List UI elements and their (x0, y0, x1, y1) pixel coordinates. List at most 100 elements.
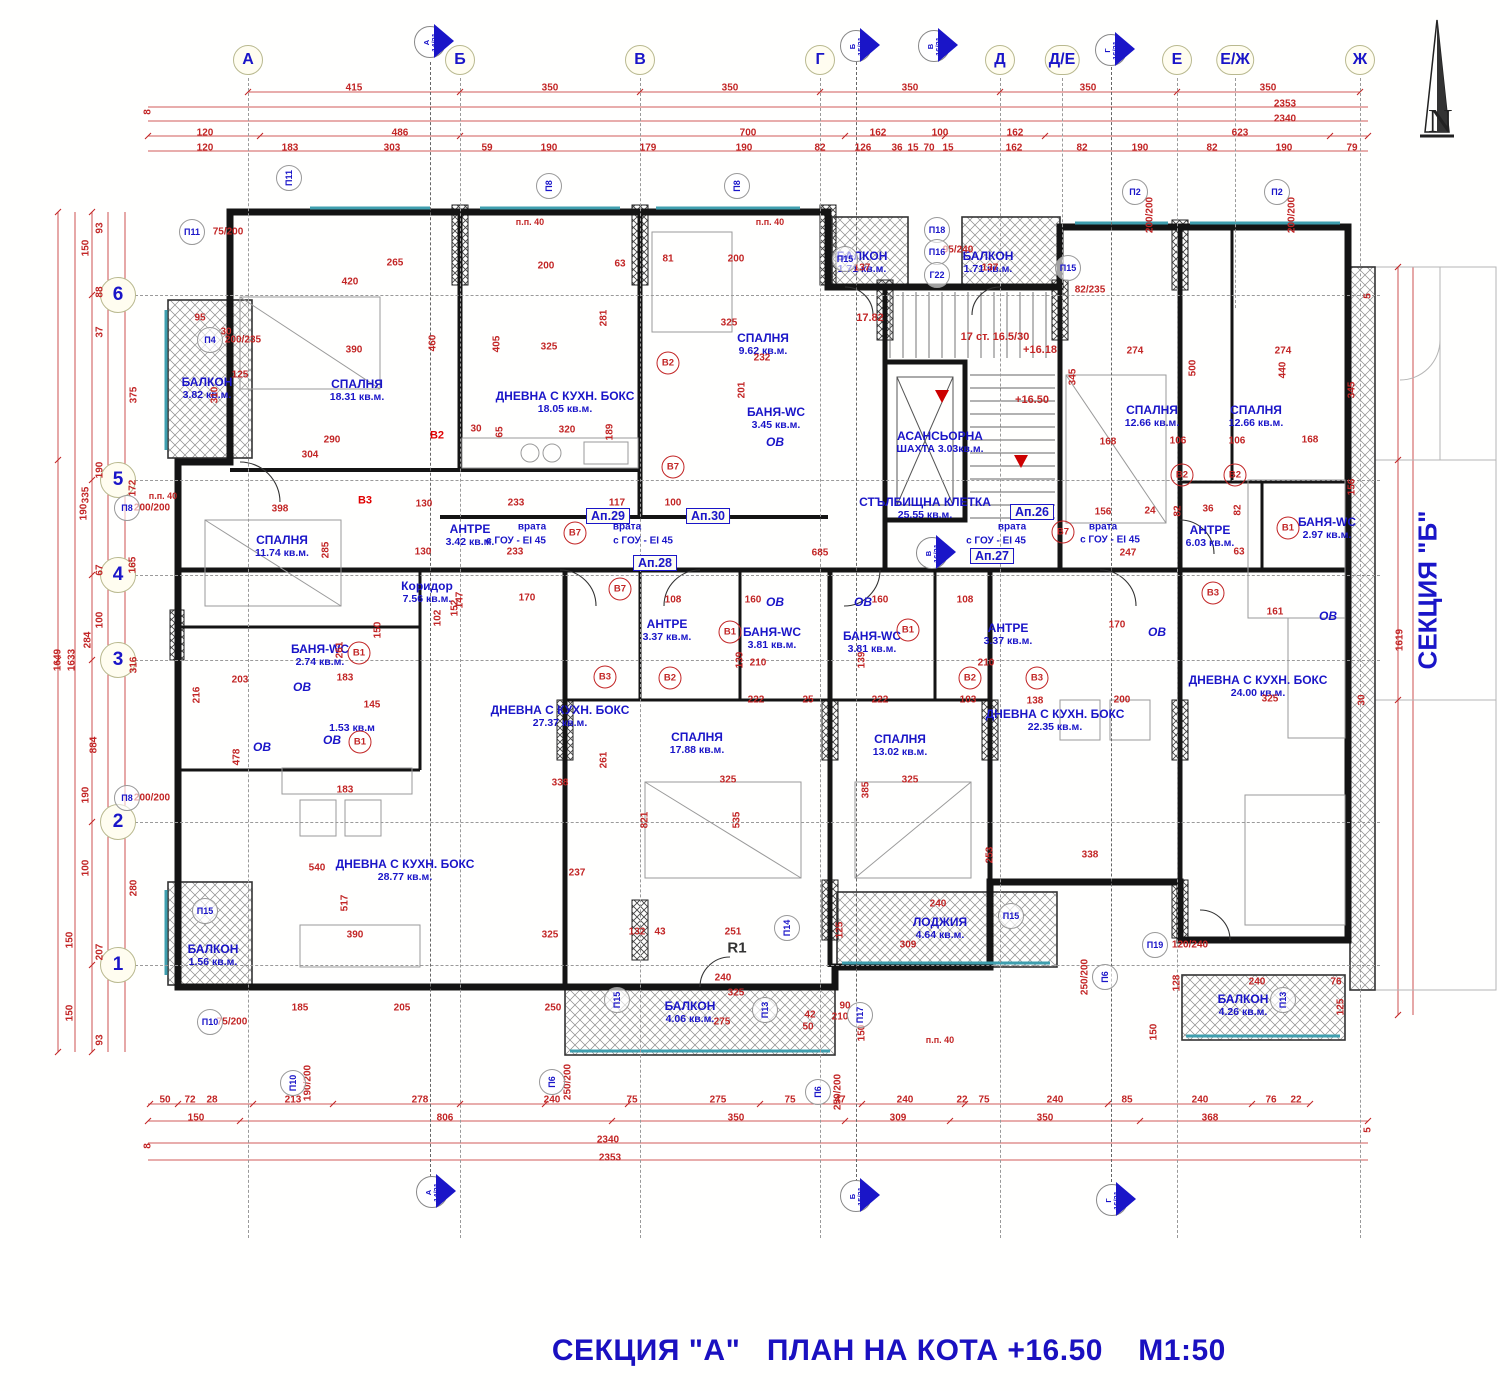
room-name: БАЛКОН (664, 999, 716, 1013)
dimension-text: 200 (537, 260, 555, 272)
dimension-text: 540 (308, 862, 326, 874)
north-arrow-glyph (1420, 19, 1454, 138)
room-area: 18.05 кв.м. (537, 403, 593, 415)
dimension-text: 138 (1026, 695, 1044, 707)
room-area: 12.66 кв.м. (1228, 417, 1284, 429)
dimension-text: 390 (345, 344, 363, 356)
apartment-number: Ап.28 (633, 555, 677, 571)
annotation: п.п. 40 (515, 217, 545, 227)
annotation: ОВ (766, 435, 784, 449)
element-mark-П8: П8 (724, 173, 750, 199)
dimension-text: 190 (78, 503, 90, 521)
room-area: 3.81 кв.м. (847, 643, 897, 655)
dimension-text: 30 (470, 423, 482, 435)
dimension-text: 350 (721, 82, 739, 94)
fixture-mark-В1: В1 (347, 641, 371, 665)
dimension-text: 350 (1259, 82, 1277, 94)
dimension-text: 150 (64, 931, 76, 949)
room-area: 13.02 кв.м. (872, 746, 928, 758)
element-mark-П4: П4 (197, 327, 223, 353)
room-area: 22.35 кв.м. (1027, 721, 1083, 733)
grid-line-vertical (640, 78, 641, 1238)
annotation: +16.18 (1023, 344, 1057, 356)
element-mark-П15: П15 (604, 987, 630, 1013)
room-area: 3.37 кв.м. (983, 635, 1033, 647)
fixture-mark-В1: В1 (348, 730, 372, 754)
annotation: с ГОУ - ЕI 45 (613, 535, 673, 547)
dimension-text: 284 (82, 631, 94, 649)
grid-line-horizontal (135, 660, 1380, 661)
dimension-text: 82 (1172, 505, 1184, 517)
axis-bubble-left: 5 (100, 462, 136, 498)
dimension-text: 309 (889, 1112, 907, 1124)
dimension-text: 210 (749, 657, 767, 669)
dimension-text: 5 (1362, 293, 1374, 299)
room-label: АНТРЕ 3.37 кв.м. (643, 617, 692, 643)
room-label: СПАЛНЯ 12.66 кв.м. (1125, 403, 1180, 429)
dimension-text: 884 (88, 736, 100, 754)
room-name: БАНЯ-WC (1297, 515, 1357, 529)
dimension-text: 22 (1290, 1094, 1302, 1106)
annotation: с ГОУ - ЕI 45 (486, 535, 546, 547)
section-marker-flag (1115, 32, 1135, 66)
axis-bubble-top: В (625, 45, 655, 75)
dimension-text: 150 (80, 239, 92, 257)
drawing-title-text: СЕКЦИЯ "А" ПЛАН НА КОТА +16.50 М1:50 (551, 1334, 1226, 1367)
dimension-text: 207 (94, 943, 106, 961)
room-label: СПАЛНЯ 13.02 кв.м. (873, 732, 928, 758)
room-name: БАНЯ-WC (742, 625, 802, 639)
axis-bubble-top: Г (805, 45, 835, 75)
dimension-text: 152 (449, 599, 461, 617)
element-mark-П11: П11 (276, 165, 302, 191)
room-label: БАНЯ-WC 2.74 кв.м. (291, 642, 349, 668)
room-area: 2.97 кв.м. (1302, 529, 1352, 541)
room-area: ШАХТА 3.03кв.м. (896, 443, 984, 455)
element-mark-П2: П2 (1264, 179, 1290, 205)
dimension-text: 117 (608, 497, 626, 509)
element-mark-П8: П8 (114, 785, 140, 811)
dimension-text: 190 (540, 142, 558, 154)
element-mark-П2: П2 (1122, 179, 1148, 205)
room-area: 1.71 кв.м. (963, 263, 1013, 275)
dimension-text: 15 (942, 142, 954, 154)
grid-line-vertical (1360, 78, 1361, 1238)
dimension-text: 137 (981, 262, 999, 274)
room-name: СПАЛНЯ (737, 331, 789, 345)
dimension-text: 240 (1046, 1094, 1064, 1106)
room-label: Коридор 7.56 кв.м. (401, 579, 453, 605)
adjacent-section-label: СЕКЦИЯ "Б" (1412, 510, 1443, 670)
room-label: СПАЛНЯ 18.31 кв.м. (330, 377, 385, 403)
annotation: п.п. 40 (148, 491, 178, 501)
dimension-text: 623 (1231, 127, 1249, 139)
dimension-text: 2353 (598, 1152, 622, 1164)
dimension-text: 420 (341, 276, 359, 288)
dimension-text: 76 (1265, 1094, 1277, 1106)
dimension-text: 405 (491, 335, 503, 353)
annotation: ОВ (1148, 625, 1166, 639)
grid-line-vertical (1062, 78, 1063, 308)
element-mark-П11: П11 (179, 219, 205, 245)
room-name: ДНЕВНА С КУХН. БОКС (490, 703, 630, 717)
room-label: ДНЕВНА С КУХН. БОКС 28.77 кв.м. (336, 857, 475, 883)
dimension-text: 95 (194, 312, 206, 324)
dimension-text: 398 (271, 503, 289, 515)
dimension-text: 82 (1076, 142, 1088, 154)
room-label: АНТРЕ 3.37 кв.м. (984, 621, 1033, 647)
fixture-mark-В1: В1 (896, 618, 920, 642)
dimension-text: 338 (551, 777, 569, 789)
element-mark-П19: П19 (1142, 932, 1168, 958)
dimension-text: 190 (1131, 142, 1149, 154)
room-label: БАНЯ-WC 3.81 кв.м. (843, 629, 901, 655)
dimension-text: 350 (727, 1112, 745, 1124)
dimension-text: 81 (662, 253, 674, 265)
dimension-text: 170 (1108, 619, 1126, 631)
room-name: АНТРЕ (646, 617, 688, 631)
dimension-text: 2340 (596, 1134, 620, 1146)
fixture-mark-В1: В1 (1276, 516, 1300, 540)
dimension-text: 82 (1206, 142, 1218, 154)
room-name: Коридор (401, 579, 453, 593)
dimension-text: 75 (626, 1094, 638, 1106)
element-mark-П15: П15 (1055, 255, 1081, 281)
